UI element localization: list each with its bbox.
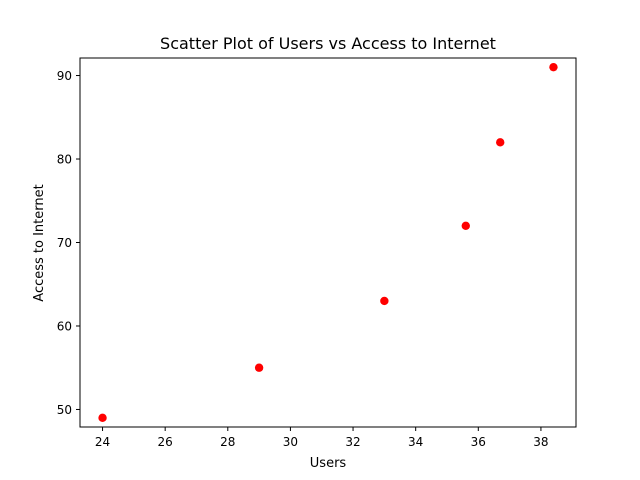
y-tick-label: 70: [57, 236, 72, 250]
data-point: [254, 363, 264, 372]
x-axis-ticks: 24 26 28 30 32 34 36 38: [95, 427, 549, 449]
x-tick-label: 24: [95, 435, 110, 449]
y-tick-label: 90: [57, 69, 72, 83]
axes-frame: [79, 57, 577, 428]
data-point: [98, 413, 107, 423]
x-tick-label: 38: [533, 435, 548, 449]
y-axis-label: Access to Internet: [32, 184, 47, 301]
plot-area: 24 26 28 30 32 34 36 38 50 60 70 80 90: [57, 57, 577, 449]
data-point: [496, 138, 505, 147]
data-point: [549, 62, 558, 72]
x-tick-label: 26: [158, 435, 173, 449]
x-tick-label: 30: [283, 435, 298, 449]
x-tick-label: 28: [220, 435, 235, 449]
y-tick-label: 50: [57, 403, 72, 417]
x-tick-label: 32: [345, 435, 360, 449]
data-point: [380, 296, 389, 306]
y-tick-label: 60: [57, 319, 72, 333]
y-axis-ticks: 50 60 70 80 90: [57, 69, 80, 417]
chart-title: Scatter Plot of Users vs Access to Inter…: [160, 34, 496, 53]
data-points: [98, 62, 558, 423]
x-axis-label: Users: [310, 456, 347, 471]
data-point: [461, 221, 470, 231]
x-tick-label: 34: [408, 435, 423, 449]
x-tick-label: 36: [471, 435, 486, 449]
y-tick-label: 80: [57, 153, 72, 167]
